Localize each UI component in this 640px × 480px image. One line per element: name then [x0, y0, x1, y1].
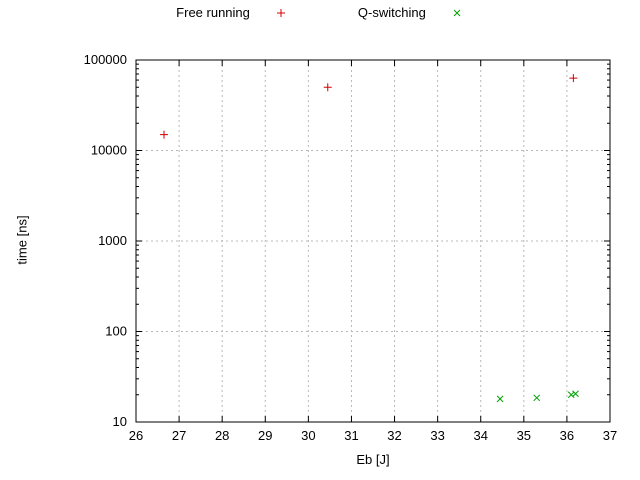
y-tick-labels: 10 100 1000 10000 100000	[84, 52, 127, 429]
y-tick-label: 100	[105, 324, 127, 339]
gridlines	[135, 59, 611, 423]
y-tick-label: 10000	[91, 143, 127, 158]
x-tick-label: 32	[387, 428, 401, 443]
x-tick-label: 33	[430, 428, 444, 443]
x-axis-title: Eb [J]	[356, 452, 390, 467]
axis-ticks	[135, 59, 611, 423]
legend-item-q-switching: Q-switching	[358, 4, 464, 22]
x-tick-label: 31	[344, 428, 358, 443]
x-tick-label: 34	[473, 428, 487, 443]
legend-marker-x-icon	[453, 9, 461, 17]
x-tick-label: 30	[301, 428, 315, 443]
x-tick-label: 26	[129, 428, 143, 443]
y-tick-label: 1000	[98, 233, 127, 248]
x-tick-label: 37	[603, 428, 617, 443]
x-tick-labels: 26 27 28 29 30 31 32 33 34 35 36 37	[129, 428, 617, 443]
x-tick-label: 27	[172, 428, 186, 443]
x-tick-label: 29	[258, 428, 272, 443]
legend-marker-plus-icon	[276, 9, 285, 17]
x-tick-label: 28	[215, 428, 229, 443]
series-q-switching	[496, 390, 579, 403]
legend-label-q-switching: Q-switching	[357, 5, 426, 20]
series-free-running	[160, 74, 578, 139]
y-tick-label: 10	[113, 414, 127, 429]
y-tick-label: 100000	[84, 52, 127, 67]
legend-label-free-running: Free running	[176, 5, 250, 20]
legend: Free running Q-switching	[0, 4, 640, 22]
legend-item-free-running: Free running	[176, 4, 288, 22]
x-tick-label: 35	[517, 428, 531, 443]
x-tick-label: 36	[560, 428, 574, 443]
